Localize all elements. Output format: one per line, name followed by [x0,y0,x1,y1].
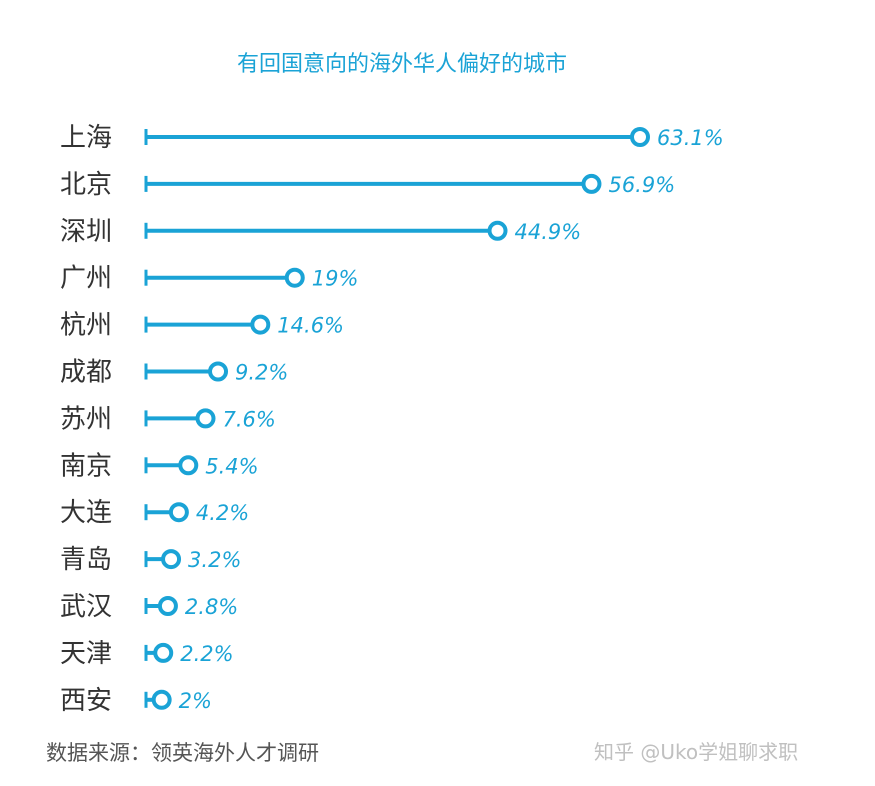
data-label: 2.8% [185,595,238,619]
data-label: 7.6% [222,407,275,431]
category-label: 深圳 [60,217,112,247]
chart-row: 成都 9.2% [60,358,288,388]
category-label: 苏州 [60,404,112,434]
chart-row: 杭州 14.6% [60,311,344,341]
category-label: 广州 [60,264,112,294]
chart-row: 大连 4.2% [60,498,249,528]
chart-row: 武汉 2.8% [60,592,238,622]
chart-row: 北京 56.9% [60,170,675,200]
source-note: 数据来源：领英海外人才调研 [46,741,319,765]
value-marker [168,502,189,523]
chart-row: 天津 2.2% [60,639,234,669]
value-marker [487,220,508,241]
chart-row: 西安 2% [60,686,212,716]
value-marker [195,408,216,429]
data-label: 44.9% [515,220,582,244]
category-label: 大连 [60,498,112,528]
value-marker [630,127,650,147]
chart-title: 有回国意向的海外华人偏好的城市 [237,52,567,77]
chart-row: 青岛 3.2% [60,545,241,575]
value-marker [284,267,305,288]
chart-row: 广州 19% [60,264,358,294]
category-label: 北京 [60,170,112,200]
data-label: 14.6% [277,314,344,338]
data-label: 63.1% [657,126,724,150]
category-label: 成都 [60,358,112,388]
value-marker [161,549,182,570]
chart-row: 上海 63.1% [60,123,724,153]
value-marker [153,642,174,663]
category-label: 上海 [60,123,112,153]
data-label: 9.2% [235,361,288,385]
chart-row: 苏州 7.6% [60,404,276,434]
value-marker [178,455,199,476]
category-label: 武汉 [60,592,112,622]
category-label: 南京 [60,451,112,481]
data-label: 5.4% [205,454,258,478]
value-marker [250,314,271,335]
data-label: 19% [312,267,359,291]
value-marker [157,596,178,616]
data-label: 56.9% [608,173,675,197]
data-label: 4.2% [196,501,249,525]
watermark: 知乎 @Uko学姐聊求职 [594,740,798,764]
data-label: 2% [179,689,212,713]
category-label: 青岛 [60,545,112,575]
category-label: 天津 [60,639,112,669]
value-marker [151,689,172,710]
value-marker [581,173,602,194]
category-label: 西安 [60,686,112,716]
category-label: 杭州 [60,311,112,341]
data-label: 3.2% [188,548,241,572]
chart-row: 南京 5.4% [60,451,259,481]
value-marker [208,361,229,382]
chart-rows: 上海 63.1% 北京 56.9% 深圳 44.9% 广州 19% 杭州 14.6% 成都 9.2% 苏… [60,123,724,716]
chart-row: 深圳 44.9% [60,217,581,247]
data-label: 2.2% [180,642,233,666]
